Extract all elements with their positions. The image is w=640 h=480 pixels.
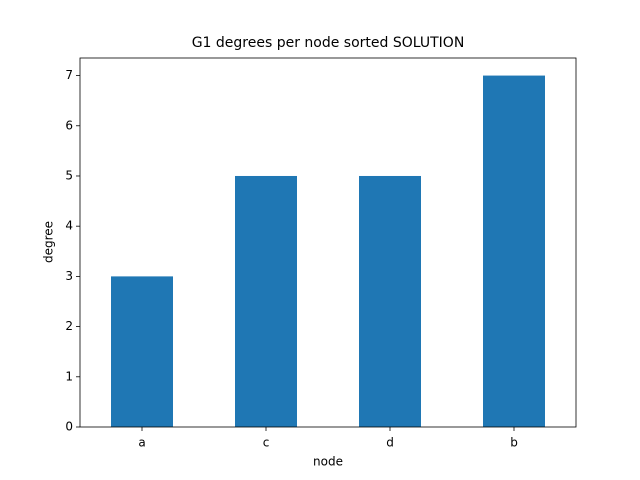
y-tick-label: 6 (65, 118, 73, 132)
y-tick-label: 2 (65, 319, 73, 333)
y-tick-label: 7 (65, 68, 73, 82)
x-tick-label: b (510, 436, 518, 450)
x-tick-label: c (263, 436, 270, 450)
chart-title: G1 degrees per node sorted SOLUTION (192, 35, 465, 51)
x-tick-label: d (386, 436, 394, 450)
y-tick-label: 3 (65, 269, 73, 283)
bar (111, 276, 173, 427)
y-tick-label: 0 (65, 420, 73, 434)
y-tick-label: 4 (65, 219, 73, 233)
y-tick-label: 5 (65, 168, 73, 182)
bar (235, 175, 297, 427)
y-axis-label: degree (42, 221, 56, 263)
x-axis-label: node (313, 455, 343, 469)
y-tick-label: 1 (65, 369, 73, 383)
x-tick-label: a (138, 436, 145, 450)
plot-frame (79, 57, 577, 428)
bar (359, 175, 421, 427)
bar (483, 75, 545, 428)
